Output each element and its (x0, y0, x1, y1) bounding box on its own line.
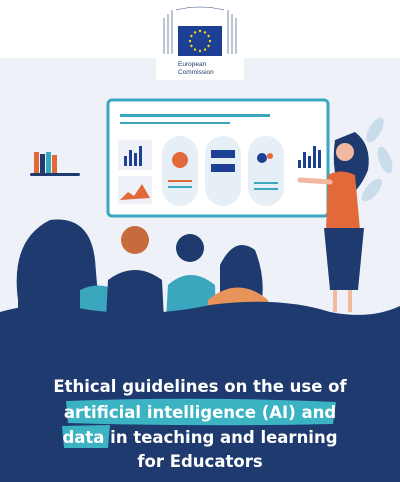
title-highlight: data (62, 428, 104, 447)
title-line: for Educators (137, 452, 263, 471)
title-line: data in teaching and learning (62, 428, 337, 447)
logo-text: Commission (178, 69, 214, 76)
logo: European Commission (156, 0, 244, 80)
title-line: artificial intelligence (AI) and (64, 403, 336, 422)
leaves (361, 117, 393, 202)
presenter (297, 132, 369, 312)
title-text: in teaching and learning (104, 428, 337, 447)
highlight (62, 425, 110, 448)
logo-text: European (178, 61, 207, 68)
shelf (30, 152, 80, 176)
title-line: Ethical guidelines on the use of (53, 377, 347, 396)
highlight (66, 398, 336, 426)
screen (106, 98, 330, 218)
